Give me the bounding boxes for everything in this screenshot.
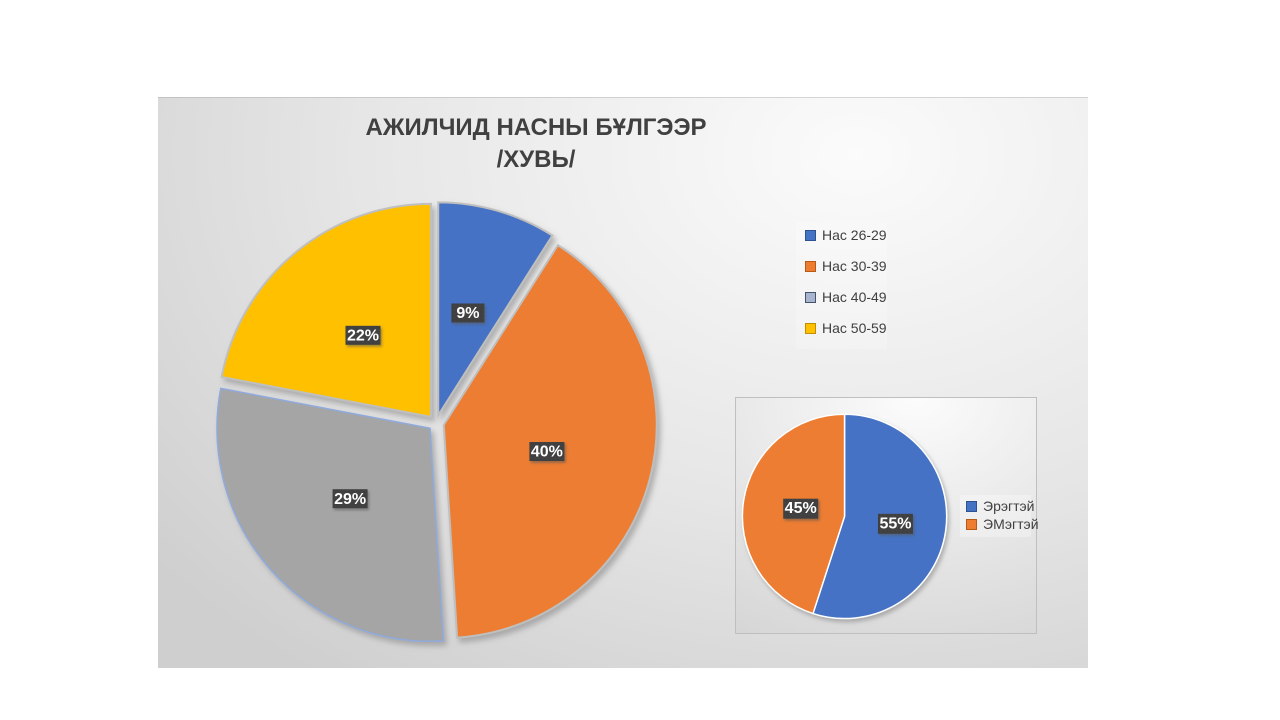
svg-text:29%: 29% <box>334 491 366 508</box>
svg-text:22%: 22% <box>347 328 379 345</box>
svg-text:45%: 45% <box>785 500 817 517</box>
svg-text:40%: 40% <box>531 444 563 461</box>
svg-text:9%: 9% <box>456 305 479 322</box>
svg-text:55%: 55% <box>879 515 911 532</box>
